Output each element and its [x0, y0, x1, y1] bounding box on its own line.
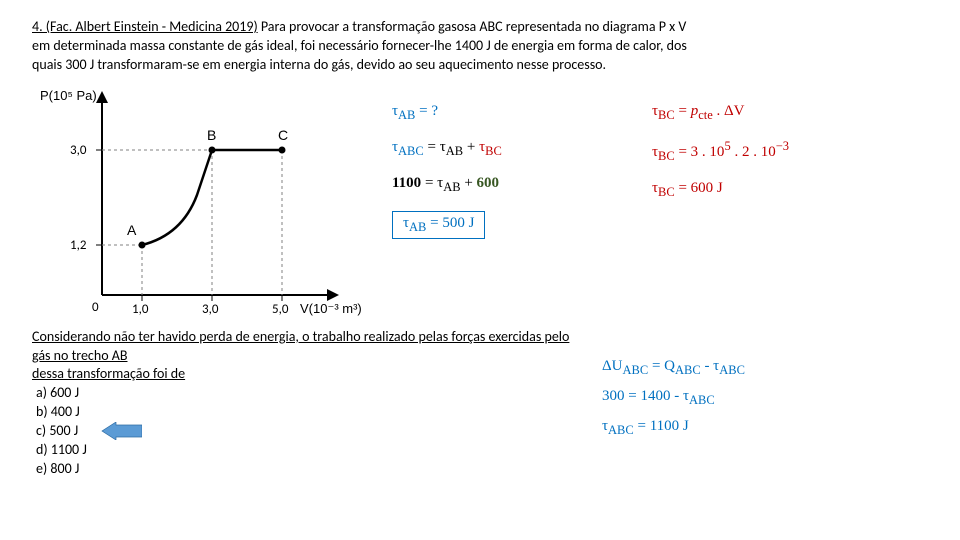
tau-substitution: 1100 = τAB + 600: [392, 175, 642, 195]
middle-content: P(10⁵ Pa) V(10⁻³ m³) 0 1,0 3,0 5,0 1,2 3…: [32, 85, 928, 320]
pv-chart-svg: P(10⁵ Pa) V(10⁻³ m³) 0 1,0 3,0 5,0 1,2 3…: [32, 85, 382, 320]
svg-text:1,0: 1,0: [132, 302, 149, 317]
deltau-substitution: 300 = 1400 - τABC: [602, 388, 745, 408]
tau-ab-unknown: τAB = ?: [392, 103, 642, 123]
svg-text:3,0: 3,0: [202, 302, 219, 317]
x-axis-label: V(10⁻³ m³): [300, 301, 362, 316]
question-line2: em determinada massa constante de gás id…: [32, 37, 687, 54]
equations-column-3: τBC = pcte . ΔV τBC = 3 . 105 . 2 . 10−3…: [652, 85, 892, 200]
bottom-content: Considerando não ter havido perda de ene…: [32, 328, 928, 479]
option-d: d) 1100 J: [32, 441, 572, 460]
y-axis-label: P(10⁵ Pa): [40, 88, 97, 103]
point-a-label: A: [127, 222, 137, 238]
question-line3: quais 300 J transformaram-se em energia …: [32, 56, 606, 73]
deltau-formula: ΔUABC = QABC - τABC: [602, 358, 745, 378]
point-b-label: B: [207, 127, 216, 143]
tau-bc-formula: τBC = pcte . ΔV: [652, 103, 892, 123]
question-statement: 4. (Fac. Albert Einstein - Medicina 2019…: [32, 18, 928, 75]
question-prompt-block: Considerando não ter havido perda de ene…: [32, 328, 572, 479]
pv-diagram: P(10⁵ Pa) V(10⁻³ m³) 0 1,0 3,0 5,0 1,2 3…: [32, 85, 382, 320]
question-line1: Para provocar a transformação gasosa ABC…: [258, 18, 687, 35]
option-c: c) 500 J: [32, 422, 572, 441]
tau-bc-calc: τBC = 3 . 105 . 2 . 10−3: [652, 139, 892, 164]
prompt-line1: Considerando não ter havido perda de ene…: [32, 328, 572, 366]
equations-column-2: τAB = ? τABC = τAB + τBC 1100 = τAB + 60…: [392, 85, 642, 239]
svg-text:1,2: 1,2: [70, 238, 87, 253]
tau-ab-result-box: τAB = 500 J: [392, 211, 642, 239]
tau-bc-result: τBC = 600 J: [652, 180, 892, 200]
question-source: 4. (Fac. Albert Einstein - Medicina 2019…: [32, 18, 258, 35]
answer-arrow-icon: [100, 422, 142, 440]
option-b: b) 400 J: [32, 403, 572, 422]
svg-text:3,0: 3,0: [70, 143, 87, 158]
svg-text:5,0: 5,0: [272, 302, 289, 317]
option-a: a) 600 J: [32, 384, 572, 403]
tau-abc-sum: τABC = τAB + τBC: [392, 139, 642, 159]
option-e: e) 800 J: [32, 460, 572, 479]
point-c-label: C: [278, 127, 288, 143]
prompt-line2: dessa transformação foi de: [32, 365, 572, 384]
svg-text:0: 0: [92, 300, 99, 315]
deltau-result: τABC = 1100 J: [602, 418, 745, 438]
energy-calculation: ΔUABC = QABC - τABC 300 = 1400 - τABC τA…: [602, 328, 745, 479]
